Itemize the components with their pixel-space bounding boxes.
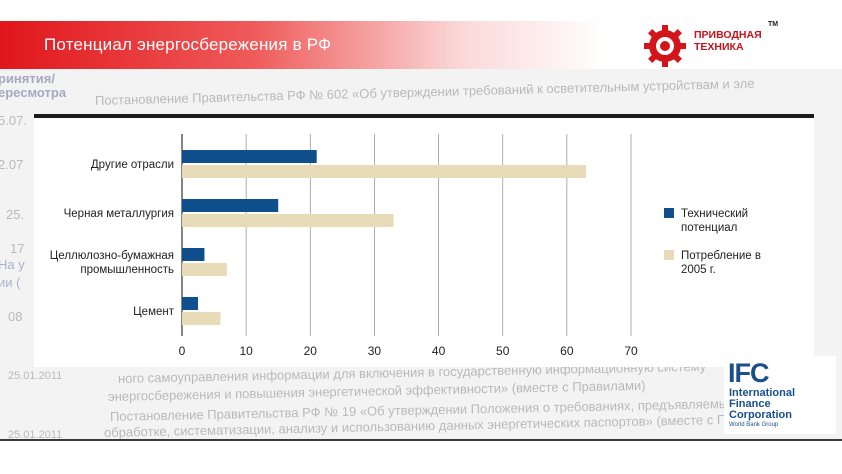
bg-fragment: 08 (8, 309, 23, 324)
category-label: Цемент (133, 306, 175, 318)
x-tick-label: 10 (239, 344, 253, 358)
logo-line-1: ПРИВОДНАЯ (694, 29, 762, 41)
bg-text-line: Постановление Правительства РФ № 602 «Об… (94, 75, 755, 108)
bar-consumption (182, 214, 394, 227)
bar-potential (182, 248, 205, 261)
legend-label: Технический (681, 208, 748, 220)
bottom-divider (0, 439, 842, 441)
bg-fragment: ии ( (0, 275, 21, 290)
ifc-subtitle: World Bank Group (729, 422, 779, 428)
x-tick-label: 20 (304, 344, 318, 358)
logo-text: ПРИВОДНАЯ ТЕХНИКА (694, 29, 762, 53)
header-bar: Потенциал энергосбережения в РФ ПРИВОДНА… (0, 21, 842, 69)
bar-potential (182, 199, 279, 212)
bar-consumption (182, 312, 221, 325)
legend-label: потенциал (681, 222, 737, 234)
legend-swatch (664, 208, 674, 218)
category-label: промышленность (80, 264, 174, 276)
bg-fragment: 25.01.2011 (8, 429, 63, 439)
legend-label: 2005 г. (681, 264, 716, 276)
bg-fragment: 5.07. (0, 113, 27, 128)
chart-panel: Другие отрасли Черная металлургия Целлюлоз… (34, 114, 814, 367)
ifc-line-2: Finance (729, 398, 771, 410)
bg-fragment: 17 (10, 241, 25, 256)
chart-top-rule (34, 114, 814, 118)
legend-label: Потребление в (681, 250, 761, 262)
ifc-line-1: International (729, 387, 796, 399)
ifc-name: International Finance Corporation (729, 388, 795, 421)
bg-fragment: 25. (6, 207, 25, 222)
bar-chart: Другие отрасли Черная металлургия Целлюлоз… (50, 134, 761, 358)
bg-fragment: На у (0, 257, 25, 272)
ifc-logo: IFC International Finance Corporation Wo… (724, 356, 836, 434)
page-title: Потенциал энергосбережения в РФ (44, 35, 332, 54)
bar-potential (182, 150, 317, 163)
privodnaya-tehnika-logo: ПРИВОДНАЯ ТЕХНИКА TM (642, 21, 782, 67)
ifc-mark: IFC (728, 358, 769, 388)
legend-swatch (664, 250, 674, 260)
bg-fragment: 2.07 (0, 157, 24, 172)
x-tick-label: 0 (179, 344, 186, 358)
x-tick-label: 70 (624, 344, 638, 358)
bar-consumption (182, 165, 587, 178)
x-tick-label: 60 (560, 344, 574, 358)
category-label: Целлюлозно-бумажная (50, 250, 174, 262)
category-label: Другие отрасли (91, 159, 174, 171)
bar-consumption (182, 263, 227, 276)
bg-fragment: ересмотра (0, 85, 67, 100)
logo-line-2: ТЕХНИКА (694, 41, 744, 53)
ifc-line-3: Corporation (729, 409, 792, 421)
x-tick-label: 50 (496, 344, 510, 358)
category-label: Черная металлургия (64, 208, 174, 220)
gear-icon (644, 25, 686, 67)
x-tick-label: 40 (432, 344, 446, 358)
bg-fragment: ринятия/ (0, 71, 55, 86)
x-tick-label: 30 (368, 344, 382, 358)
trademark-mark: TM (768, 21, 779, 28)
bg-fragment: 25.01.2011 (8, 370, 63, 382)
bar-potential (182, 297, 199, 310)
